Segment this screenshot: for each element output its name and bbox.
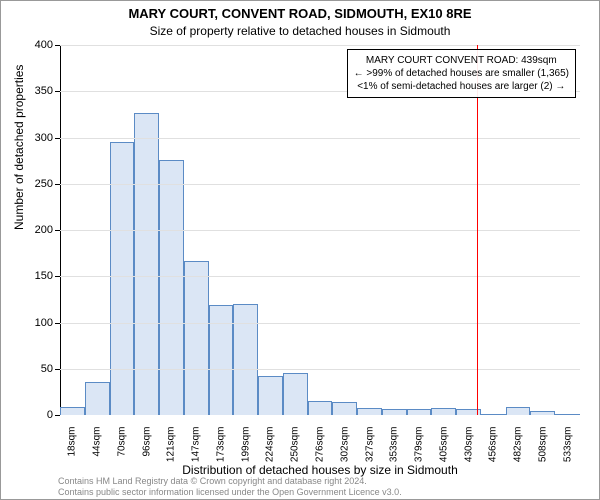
y-tick-label: 350 (15, 85, 53, 97)
y-tick-label: 300 (15, 132, 53, 144)
histogram-bar (506, 407, 531, 415)
y-tick-label: 400 (15, 39, 53, 51)
histogram-bar (332, 402, 357, 415)
annotation-line2: ← >99% of detached houses are smaller (1… (354, 67, 569, 80)
grid-line (60, 45, 580, 46)
chart-container: MARY COURT, CONVENT ROAD, SIDMOUTH, EX10… (0, 0, 600, 500)
attribution-line1: Contains HM Land Registry data © Crown c… (58, 476, 402, 487)
histogram-bar (184, 261, 209, 415)
annotation-line1: MARY COURT CONVENT ROAD: 439sqm (354, 54, 569, 67)
y-tick-label: 200 (15, 224, 53, 236)
histogram-bar (60, 407, 85, 415)
histogram-bar (159, 160, 184, 415)
y-tick-label: 100 (15, 317, 53, 329)
histogram-bar (555, 414, 580, 415)
plot-area: 050100150200250300350400 18sqm44sqm70sqm… (60, 45, 580, 415)
y-tick (55, 91, 60, 92)
histogram-bar (85, 382, 110, 415)
histogram-bar (382, 409, 407, 415)
histogram-bar (258, 376, 283, 415)
x-axis-label: Distribution of detached houses by size … (60, 463, 580, 477)
y-tick (55, 369, 60, 370)
grid-line (60, 369, 580, 370)
y-tick (55, 45, 60, 46)
grid-line (60, 323, 580, 324)
y-tick (55, 276, 60, 277)
y-tick-label: 150 (15, 270, 53, 282)
grid-line (60, 230, 580, 231)
y-tick-label: 250 (15, 178, 53, 190)
y-tick (55, 323, 60, 324)
annotation-box: MARY COURT CONVENT ROAD: 439sqm ← >99% o… (347, 49, 576, 98)
y-tick (55, 415, 60, 416)
y-tick (55, 184, 60, 185)
histogram-bar (481, 414, 506, 415)
histogram-bar (308, 401, 333, 415)
grid-line (60, 184, 580, 185)
histogram-bar (233, 304, 258, 415)
grid-line (60, 276, 580, 277)
grid-line (60, 138, 580, 139)
annotation-line3: <1% of semi-detached houses are larger (… (354, 80, 569, 93)
histogram-bar (209, 305, 234, 415)
y-tick-label: 0 (15, 409, 53, 421)
histogram-bar (407, 409, 432, 415)
y-tick (55, 138, 60, 139)
chart-title-main: MARY COURT, CONVENT ROAD, SIDMOUTH, EX10… (0, 6, 600, 21)
y-tick (55, 230, 60, 231)
chart-title-sub: Size of property relative to detached ho… (0, 24, 600, 38)
y-tick-label: 50 (15, 363, 53, 375)
attribution-line2: Contains public sector information licen… (58, 487, 402, 498)
reference-line (477, 45, 478, 415)
histogram-bar (283, 373, 308, 415)
histogram-bar (357, 408, 382, 415)
histogram-bar (530, 411, 555, 415)
attribution: Contains HM Land Registry data © Crown c… (58, 476, 402, 498)
histogram-bar (431, 408, 456, 415)
